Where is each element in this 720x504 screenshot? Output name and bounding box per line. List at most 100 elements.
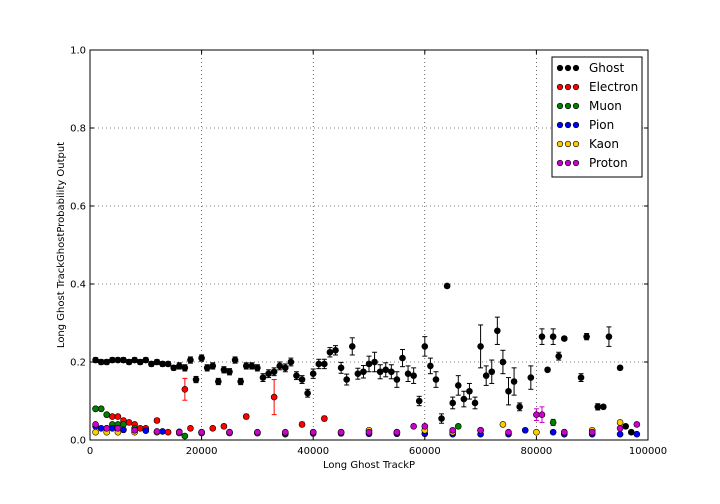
ghost-point xyxy=(477,343,484,350)
legend-entry-muon: Muon xyxy=(556,99,622,113)
ghost-point xyxy=(549,333,557,340)
legend-entry-pion: Pion xyxy=(556,118,614,132)
ghost-point xyxy=(388,368,395,376)
legend-marker-kaon xyxy=(572,140,580,148)
legend-marker-kaon xyxy=(556,140,564,148)
ghost-point xyxy=(399,354,406,362)
ghost-point xyxy=(175,362,183,370)
proton-point xyxy=(633,421,641,428)
ghost-point xyxy=(136,358,144,366)
legend-marker-pion xyxy=(572,121,580,129)
muon-point xyxy=(549,419,557,426)
electron-point xyxy=(164,428,172,436)
y-tick-label-0-0: 0.0 xyxy=(70,436,86,447)
pion-point xyxy=(521,426,529,434)
electron-point xyxy=(125,419,133,426)
proton-point xyxy=(92,421,99,428)
ghost-point xyxy=(365,360,373,368)
proton-point xyxy=(560,428,568,436)
legend-marker-muon xyxy=(572,102,580,110)
ghost-point xyxy=(516,403,523,411)
ghost-point xyxy=(471,399,479,407)
ghost-point xyxy=(215,378,222,385)
ghost-point xyxy=(505,387,512,395)
ghost-point xyxy=(103,358,111,366)
electron-point xyxy=(187,424,194,432)
pion-point xyxy=(142,427,150,434)
legend-marker-ghost xyxy=(564,64,572,72)
ghost-point xyxy=(248,362,256,370)
muon-point xyxy=(181,432,189,440)
legend-label-electron: Electron xyxy=(589,80,638,94)
electron-point xyxy=(209,424,217,432)
ghost-point xyxy=(265,370,272,378)
ghost-point xyxy=(220,366,228,374)
ghost-point xyxy=(254,364,261,372)
legend-marker-proton xyxy=(572,159,580,167)
ghost-point xyxy=(164,360,172,368)
ghost-point xyxy=(427,362,434,370)
proton-point xyxy=(309,428,317,436)
proton-point xyxy=(114,424,122,432)
ghost-point xyxy=(181,364,189,372)
muon-point xyxy=(120,421,127,428)
ghost-point xyxy=(281,364,289,372)
y-tick-label-1-0: 1.0 xyxy=(70,46,86,57)
electron-point xyxy=(136,424,144,432)
legend-marker-ghost xyxy=(572,64,580,72)
ghost-point xyxy=(153,358,161,366)
kaon-point xyxy=(92,428,99,436)
ghost-point xyxy=(438,415,445,422)
legend-marker-electron xyxy=(572,83,580,91)
legend-marker-muon xyxy=(556,102,564,110)
proton-point xyxy=(588,428,596,436)
pion-point xyxy=(109,424,116,432)
proton-point xyxy=(254,428,261,436)
kaon-point xyxy=(616,419,624,426)
ghost-point xyxy=(326,348,334,356)
ghost-point xyxy=(404,370,412,378)
legend-marker-muon xyxy=(564,102,572,110)
ghost-point xyxy=(627,428,635,436)
legend-marker-kaon xyxy=(564,140,572,148)
ghost-point xyxy=(371,358,378,366)
proton-point xyxy=(421,423,429,430)
ghost-point xyxy=(393,376,401,383)
ghost-point xyxy=(298,376,306,383)
ghost-point xyxy=(382,366,390,374)
ghost-point xyxy=(343,376,350,383)
legend-label-ghost: Ghost xyxy=(589,61,624,75)
ghost-point xyxy=(198,354,205,362)
series-layer xyxy=(92,282,641,440)
proton-point xyxy=(103,424,111,432)
ghost-point xyxy=(242,362,250,370)
ghost-point xyxy=(622,423,629,430)
pion-point xyxy=(549,428,557,436)
ghost-point xyxy=(376,368,384,376)
x-axis-label: Long Ghost TrackP xyxy=(323,460,415,471)
proton-point xyxy=(365,428,373,436)
x-tick-label-40000: 40000 xyxy=(297,446,329,457)
legend-box xyxy=(551,56,643,178)
y-tick-label-0-2: 0.2 xyxy=(70,358,86,369)
y-axis-label: Long Ghost TrackGhostProbability Output xyxy=(56,142,67,348)
electron-point xyxy=(321,415,328,422)
proton-point xyxy=(538,411,546,418)
electron-point xyxy=(153,417,161,424)
muon-point xyxy=(92,405,99,413)
ghost-point xyxy=(488,368,496,376)
legend-marker-pion xyxy=(564,121,572,129)
ghost-point xyxy=(499,358,507,366)
ghost-point xyxy=(466,387,473,395)
ghost-point xyxy=(97,358,105,366)
ghost-point xyxy=(170,364,177,372)
ghost-point xyxy=(354,370,362,378)
ghost-point xyxy=(332,346,339,354)
y-tick-label-0-8: 0.8 xyxy=(70,124,86,135)
series-muon xyxy=(92,405,557,440)
ghost-point xyxy=(270,368,278,376)
ghost-point xyxy=(510,378,518,385)
electron-point xyxy=(270,393,278,401)
electron-point xyxy=(109,413,116,420)
ghost-point xyxy=(203,364,211,372)
